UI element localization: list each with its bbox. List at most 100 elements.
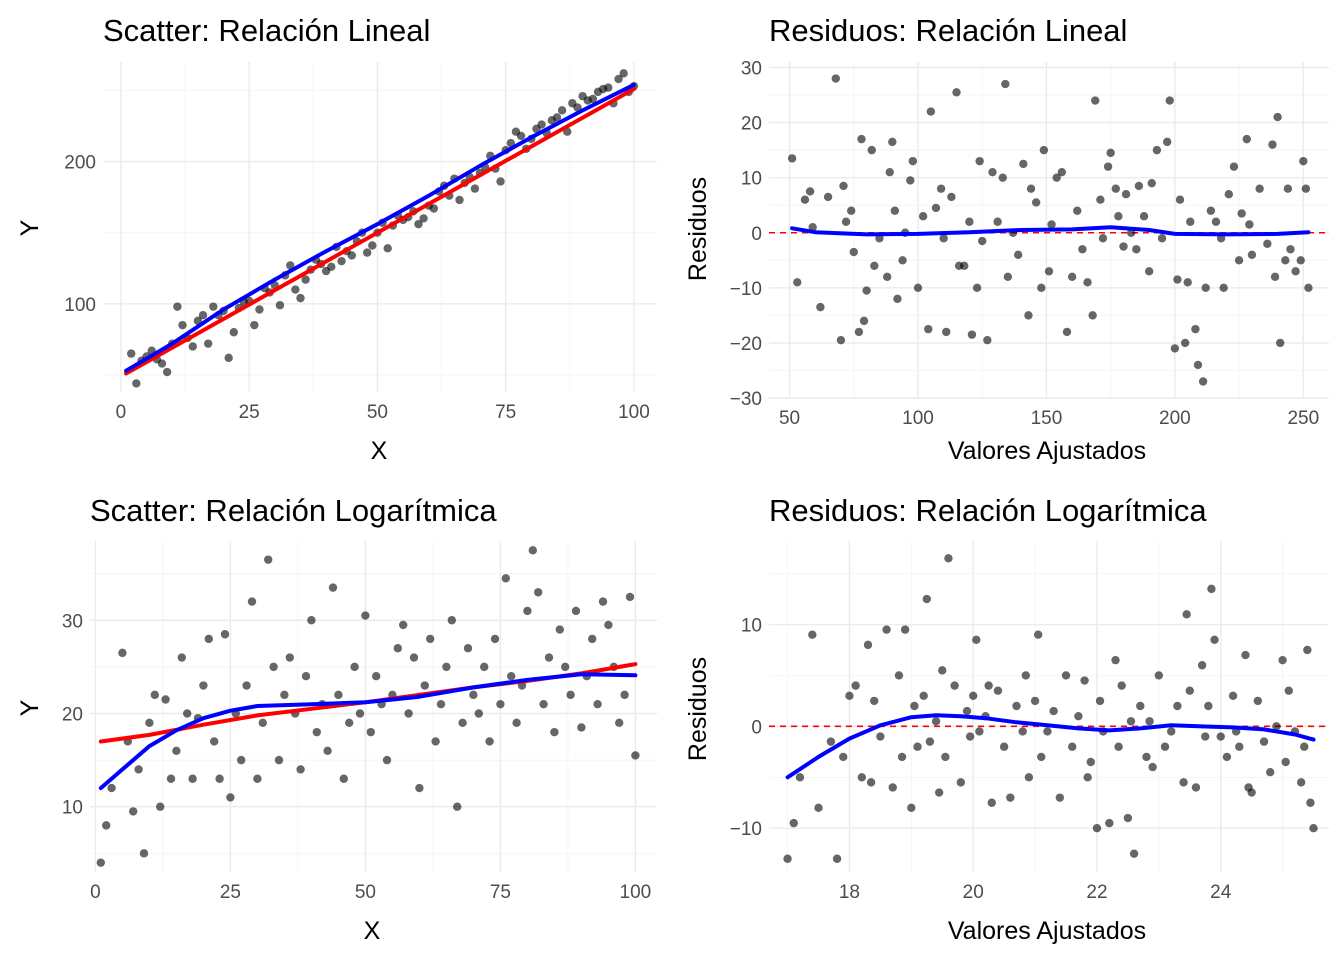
data-point xyxy=(96,858,106,867)
data-point xyxy=(857,773,867,782)
data-point xyxy=(258,718,267,728)
data-point xyxy=(783,854,792,863)
data-point xyxy=(1061,671,1071,680)
data-point xyxy=(129,807,138,816)
data-point xyxy=(908,156,918,166)
data-point xyxy=(199,681,208,690)
data-point xyxy=(420,681,429,690)
data-point xyxy=(1222,752,1232,762)
data-point xyxy=(1152,145,1162,155)
data-point xyxy=(968,691,978,701)
data-point xyxy=(1185,686,1194,695)
data-point xyxy=(972,283,982,293)
data-point xyxy=(1047,220,1056,229)
data-point xyxy=(832,854,842,863)
x-tick-label: 24 xyxy=(1210,882,1232,903)
data-point xyxy=(301,671,311,681)
data-point xyxy=(1263,239,1272,248)
data-point xyxy=(1049,706,1058,716)
data-point xyxy=(975,156,984,166)
data-point xyxy=(1224,189,1234,199)
data-point xyxy=(469,690,478,700)
data-point xyxy=(1193,360,1203,370)
data-point xyxy=(999,742,1009,751)
y-axis-label: Residuos xyxy=(684,177,712,281)
data-point xyxy=(528,546,537,555)
data-point xyxy=(795,773,805,782)
y-tick-label: 10 xyxy=(741,169,762,190)
data-point xyxy=(1283,184,1293,193)
y-tick-label: 100 xyxy=(64,295,96,316)
data-point xyxy=(516,131,526,141)
data-point xyxy=(1123,813,1133,823)
x-tick-label: 150 xyxy=(1031,408,1063,429)
data-point xyxy=(1062,327,1072,337)
data-point xyxy=(631,751,640,760)
data-point xyxy=(1242,134,1251,144)
data-point xyxy=(429,204,439,213)
data-point xyxy=(900,625,910,634)
y-tick-label: 30 xyxy=(62,611,83,632)
data-point xyxy=(447,616,456,625)
data-point xyxy=(888,137,897,147)
data-point xyxy=(173,302,182,311)
data-point xyxy=(490,634,500,644)
data-point xyxy=(1021,671,1030,680)
data-point xyxy=(839,181,848,191)
data-point xyxy=(1067,272,1077,282)
data-point xyxy=(485,737,494,746)
data-point xyxy=(339,774,348,783)
data-point xyxy=(808,630,817,639)
data-point xyxy=(987,798,996,807)
data-point xyxy=(426,634,435,644)
x-tick-label: 0 xyxy=(90,882,101,903)
data-point xyxy=(1148,762,1157,772)
data-point xyxy=(1136,701,1145,711)
data-point xyxy=(255,305,264,314)
data-point xyxy=(107,783,116,793)
data-point xyxy=(210,737,219,746)
data-point xyxy=(1080,676,1089,685)
data-point xyxy=(1092,824,1102,833)
data-point xyxy=(1126,717,1136,726)
data-point xyxy=(1219,283,1228,293)
data-point xyxy=(588,94,598,104)
data-point xyxy=(854,327,864,337)
data-point xyxy=(993,217,1002,226)
data-point xyxy=(956,778,966,787)
data-point xyxy=(1303,645,1312,655)
data-point xyxy=(1033,630,1043,639)
data-point xyxy=(1154,671,1164,680)
data-point xyxy=(910,701,919,711)
data-point xyxy=(859,316,869,326)
data-point xyxy=(523,606,532,616)
y-tick-label: −20 xyxy=(730,334,762,355)
chart-title: Residuos: Relación Logarítmica xyxy=(769,493,1207,528)
data-point xyxy=(876,732,885,741)
data-point xyxy=(1301,184,1311,193)
data-point xyxy=(372,671,381,681)
data-point xyxy=(615,718,624,728)
data-point xyxy=(926,107,936,116)
data-point xyxy=(355,709,365,718)
x-tick-label: 100 xyxy=(620,882,652,903)
data-point xyxy=(350,662,359,672)
data-point xyxy=(285,653,294,662)
data-point xyxy=(404,709,413,718)
data-point xyxy=(862,286,871,295)
data-point xyxy=(845,691,854,701)
data-point xyxy=(1030,696,1040,706)
data-point xyxy=(496,177,505,186)
data-point xyxy=(220,630,230,639)
data-point xyxy=(188,342,197,351)
data-point xyxy=(805,187,815,196)
data-point xyxy=(1183,278,1192,287)
data-point xyxy=(1114,742,1123,751)
data-point xyxy=(1291,267,1300,276)
data-point xyxy=(1117,681,1126,690)
data-point xyxy=(907,803,916,813)
data-point xyxy=(1268,140,1277,149)
data-point xyxy=(604,620,613,630)
data-point xyxy=(1037,283,1046,293)
y-tick-label: 10 xyxy=(62,798,83,819)
